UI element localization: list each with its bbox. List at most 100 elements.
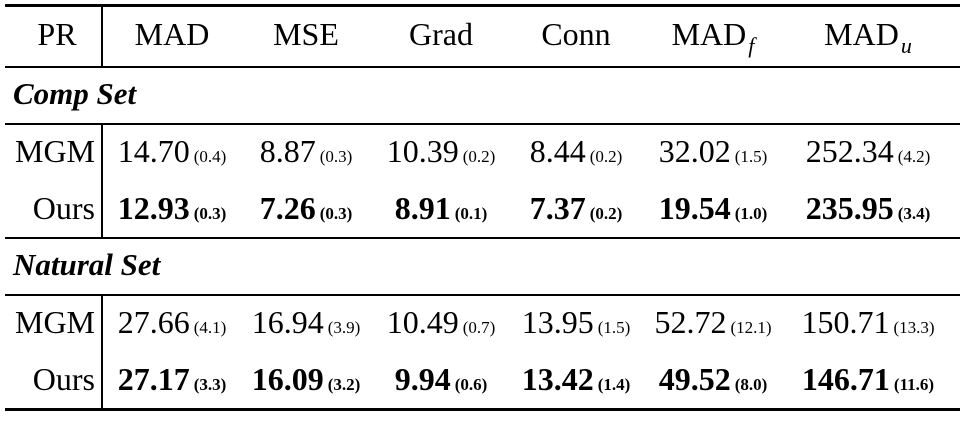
table-cell: 16.09 (3.2) [252, 361, 361, 398]
cell-value: 252.34 [805, 133, 894, 169]
table-cell: 252.34 (4.2) [806, 133, 931, 170]
table-cell: 14.70 (0.4) [118, 133, 227, 170]
header-mse: MSE [273, 16, 339, 52]
table-cell: 19.54 (1.0) [659, 190, 768, 227]
header-mad-f: MADf [671, 16, 755, 58]
table-cell: 8.44 (0.2) [530, 133, 623, 170]
cell-value: 235.95 [805, 190, 894, 226]
cell-value: 52.72 [654, 304, 727, 340]
cell-value: 16.09 [251, 361, 324, 397]
cell-std: (3.3) [193, 375, 227, 394]
row-label: MGM [14, 304, 95, 340]
cell-value: 8.44 [529, 133, 586, 169]
header-pr: PR [37, 16, 77, 52]
cell-value: 7.26 [259, 190, 316, 226]
header-grad: Grad [409, 16, 473, 52]
header-conn: Conn [541, 16, 611, 52]
cell-value: 16.94 [251, 304, 324, 340]
header-mad-u: MADu [824, 16, 912, 58]
table-cell: 7.37 (0.2) [530, 190, 623, 227]
top-rule [5, 4, 960, 7]
table-cell: 9.94 (0.6) [395, 361, 488, 398]
cell-value: 27.66 [117, 304, 190, 340]
cell-value: 146.71 [801, 361, 890, 397]
cell-value: 10.39 [386, 133, 459, 169]
table-cell: 10.49 (0.7) [387, 304, 496, 341]
cell-std: (4.1) [193, 318, 227, 337]
cell-std: (0.2) [589, 147, 623, 166]
table-cell: 27.66 (4.1) [118, 304, 227, 341]
table-row: Ours 27.17 (3.3) 16.09 (3.2) 9.94 (0.6) 13.42 (1… [0, 361, 965, 413]
cell-std: (3.9) [327, 318, 361, 337]
table-cell: 13.95 (1.5) [522, 304, 631, 341]
table-cell: 150.71 (13.3) [801, 304, 934, 341]
table-cell: 12.93 (0.3) [118, 190, 227, 227]
cell-std: (0.3) [319, 147, 353, 166]
cell-std: (0.2) [589, 204, 623, 223]
table-row: MGM 14.70 (0.4) 8.87 (0.3) 10.39 (0.2) 8.44 (0.2… [0, 133, 965, 185]
header-mad: MAD [134, 16, 210, 52]
table-cell: 8.87 (0.3) [260, 133, 353, 170]
cell-value: 10.49 [386, 304, 459, 340]
cell-std: (1.0) [734, 204, 768, 223]
header-mad-f-subscript: f [748, 33, 755, 58]
cell-std: (3.4) [897, 204, 931, 223]
cell-std: (0.3) [319, 204, 353, 223]
table-cell: 146.71 (11.6) [802, 361, 934, 398]
cell-value: 13.42 [521, 361, 594, 397]
table-cell: 16.94 (3.9) [252, 304, 361, 341]
cell-value: 150.71 [801, 304, 890, 340]
cell-value: 12.93 [117, 190, 190, 226]
cell-std: (11.6) [893, 375, 935, 394]
cell-std: (0.3) [193, 204, 227, 223]
cell-std: (13.3) [893, 318, 935, 337]
cell-std: (12.1) [730, 318, 772, 337]
header-rule [5, 66, 960, 68]
header-mad-u-subscript: u [900, 33, 912, 58]
table-cell: 27.17 (3.3) [118, 361, 227, 398]
comp-separator [101, 124, 103, 238]
cell-value: 8.91 [394, 190, 451, 226]
cell-value: 14.70 [117, 133, 190, 169]
natural-header-rule [5, 237, 960, 239]
natural-separator [101, 295, 103, 409]
cell-value: 8.87 [259, 133, 316, 169]
row-label: Ours [32, 190, 95, 226]
cell-value: 7.37 [529, 190, 586, 226]
header-mad-u-label: MAD [824, 16, 899, 52]
cell-std: (1.4) [597, 375, 631, 394]
table-cell: 10.39 (0.2) [387, 133, 496, 170]
cell-std: (4.2) [897, 147, 931, 166]
table-cell: 49.52 (8.0) [659, 361, 768, 398]
cell-value: 19.54 [658, 190, 731, 226]
table-cell: 8.91 (0.1) [395, 190, 488, 227]
header-mad-f-label: MAD [671, 16, 747, 52]
cell-value: 13.95 [521, 304, 594, 340]
cell-std: (0.4) [193, 147, 227, 166]
table-cell: 13.42 (1.4) [522, 361, 631, 398]
cell-value: 9.94 [394, 361, 451, 397]
table-cell: 32.02 (1.5) [659, 133, 768, 170]
table-cell: 7.26 (0.3) [260, 190, 353, 227]
table-cell: 52.72 (12.1) [654, 304, 771, 341]
table-cell: 235.95 (3.4) [806, 190, 931, 227]
natural-section-rule [5, 294, 960, 296]
section-title-comp: Comp Set [13, 76, 137, 111]
cell-std: (1.5) [734, 147, 768, 166]
cell-std: (8.0) [734, 375, 768, 394]
cell-std: (3.2) [327, 375, 361, 394]
cell-value: 49.52 [658, 361, 731, 397]
table-row: Ours 12.93 (0.3) 7.26 (0.3) 8.91 (0.1) 7.37 (0.2… [0, 190, 965, 242]
section-title-natural: Natural Set [13, 247, 161, 282]
header-separator [101, 6, 103, 67]
cell-std: (0.2) [462, 147, 496, 166]
table-row: MGM 27.66 (4.1) 16.94 (3.9) 10.49 (0.7) 13.95 (1… [0, 304, 965, 356]
cell-value: 27.17 [117, 361, 190, 397]
cell-std: (0.6) [454, 375, 488, 394]
row-label: Ours [32, 361, 95, 397]
cell-std: (0.1) [454, 204, 488, 223]
cell-std: (0.7) [462, 318, 496, 337]
comp-section-rule [5, 123, 960, 125]
row-label: MGM [14, 133, 95, 169]
bottom-rule [5, 408, 960, 411]
